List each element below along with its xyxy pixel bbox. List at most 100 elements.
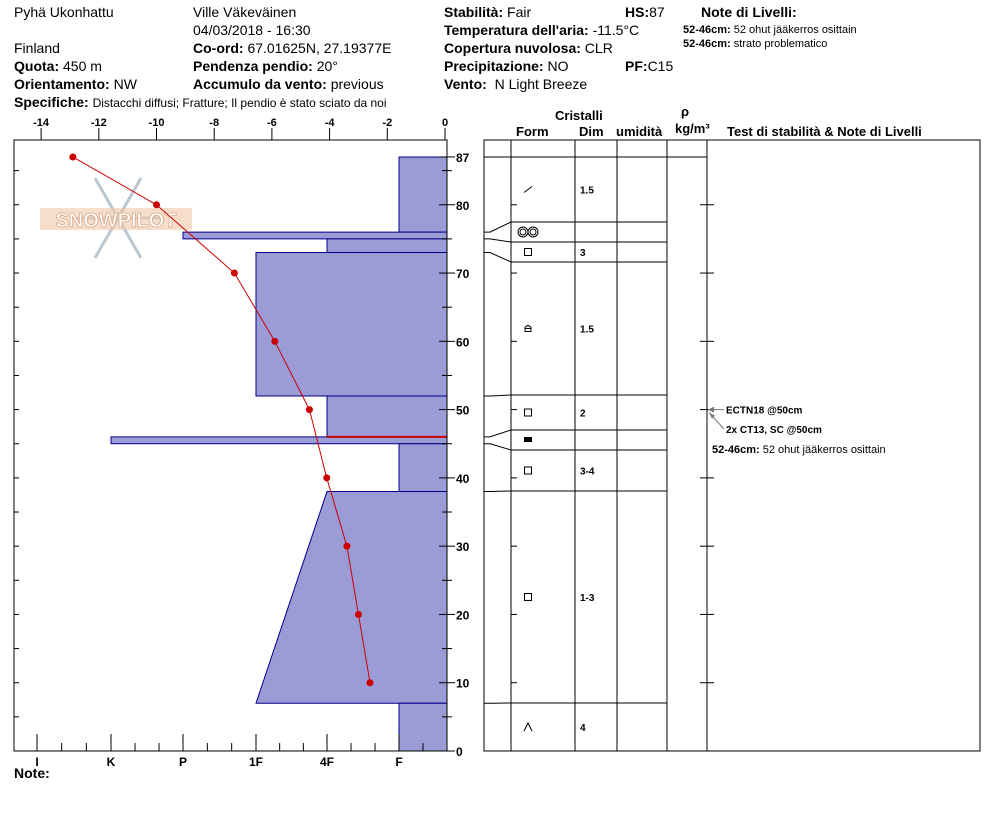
sky-value: CLR [584,40,613,56]
depth-hoar-icon [523,721,533,732]
layer-note-range: 52-46cm: [712,444,763,456]
hardness-layer [326,238,448,254]
height-tick-label: 10 [456,677,470,691]
height-tick-label: 70 [456,267,470,281]
height-tick-label: 20 [456,608,470,622]
temp-tick-label: 0 [442,117,448,129]
pf-label: PF: [625,58,648,74]
temp-tick-label: -2 [382,117,392,129]
elevation: Quota: 450 m [14,58,102,74]
height-tick-label: 87 [456,151,470,165]
height-tick-label: 80 [456,199,470,213]
height-tick-label: 0 [456,745,463,759]
specifics-value: Distacchi diffusi; Fratture; Il pendio è… [92,96,387,110]
country: Finland [14,40,60,56]
facet-icon [524,408,532,417]
tests-header: Test di stabilità & Note di Livelli [727,124,922,139]
aspect: Orientamento: NW [14,76,137,92]
hs-value: 87 [649,4,665,20]
wind-loading-value: previous [330,76,384,92]
test-result: ECTN18 @50cm [726,406,803,417]
precip-value: NO [547,58,569,74]
depth-connector [484,238,512,243]
hardness-layer [110,436,448,445]
specifics: Specifiche: Distacchi diffusi; Fratture;… [14,94,387,111]
hardness-layer [398,443,448,493]
crystal-size: 2 [580,409,586,420]
layer-note-range: 52-46cm: [683,38,731,50]
layer-note: 52-46cm: 52 ohut jääkerros osittain [683,24,857,36]
arrow-head-icon [709,412,715,419]
temperature-point [153,201,160,209]
snow-height: HS:87 [625,4,665,20]
hardness-tick-label: 1F [249,755,263,769]
slope: Pendenza pendio: 20° [193,58,338,74]
facet-icon [524,593,532,601]
stability: Stabilità: Fair [444,4,531,20]
hardness-layer [398,156,448,233]
temperature-point [323,474,331,482]
specifics-label: Specifiche: [14,94,89,110]
crystal-size: 1.5 [580,186,594,197]
temperature-point [271,337,279,345]
depth-connector [484,252,512,263]
coord-label: Co-ord: [193,40,244,56]
moisture-header: umidità [616,124,663,139]
hs-label: HS: [625,4,650,20]
penetration: PF:C15 [625,58,673,74]
fragments-icon [523,186,533,193]
temp-tick-label: -10 [149,117,165,129]
hardness-layer [255,252,448,397]
coord-value: 67.01625N, 27.19377E [247,40,392,56]
temperature-point [354,610,362,618]
ice-layer-icon [524,437,532,442]
height-tick-label: 30 [456,540,470,554]
layer-table-frame [483,139,981,752]
plot-frame [13,139,448,752]
hardness-tick-label: I [35,755,38,769]
air-temp-label: Temperatura dell'aria: [444,22,589,38]
temp-tick-label: -12 [91,117,107,129]
layer-note-range: 52-46cm: [683,24,731,36]
location: Pyhä Ukonhattu [14,4,114,20]
height-tick-label: 60 [456,335,470,349]
height-tick-label: 40 [456,472,470,486]
depth-connector [484,429,512,438]
form-header: Form [516,124,549,139]
elevation-value: 450 m [63,58,102,74]
sky-cover: Copertura nuvolosa: CLR [444,40,613,56]
hardness-tick-label: F [395,755,402,769]
aspect-label: Orientamento: [14,76,110,92]
stability-value: Fair [507,4,532,20]
slope-label: Pendenza pendio: [193,58,313,74]
sky-label: Copertura nuvolosa: [444,40,581,56]
layer-note-text: strato problematico [733,38,828,50]
layer-note-text: 52 ohut jääkerros osittain [733,24,857,36]
density-symbol: ρ [681,104,690,119]
stability-label: Stabilità: [444,4,504,20]
hardness-tick-label: P [179,755,187,769]
wind-value: N Light Breeze [494,76,588,92]
temp-tick-label: -6 [267,117,277,129]
hardness-layer [326,395,448,438]
temperature-point [69,153,77,161]
crystal-size: 4 [580,723,586,734]
wind-label: Vento: [444,76,487,92]
crystals-header: Cristalli [555,108,603,123]
elevation-label: Quota: [14,58,60,74]
wind-loading-label: Accumulo da vento: [193,76,327,92]
depth-connector [484,490,512,493]
melt-cluster-icon [529,228,537,236]
hardness-layer [182,231,448,240]
temperature-point [366,679,374,687]
crystal-size: 1-3 [580,593,595,604]
wind-loading: Accumulo da vento: previous [193,76,384,92]
depth-connector [484,394,512,397]
size-header: Dim [579,124,604,139]
arrow-head-icon [708,406,714,413]
watermark-band [40,208,192,230]
temp-tick-label: -8 [209,117,219,129]
air-temperature: Temperatura dell'aria: -11.5°C [444,22,639,38]
facet-icon [524,466,532,475]
